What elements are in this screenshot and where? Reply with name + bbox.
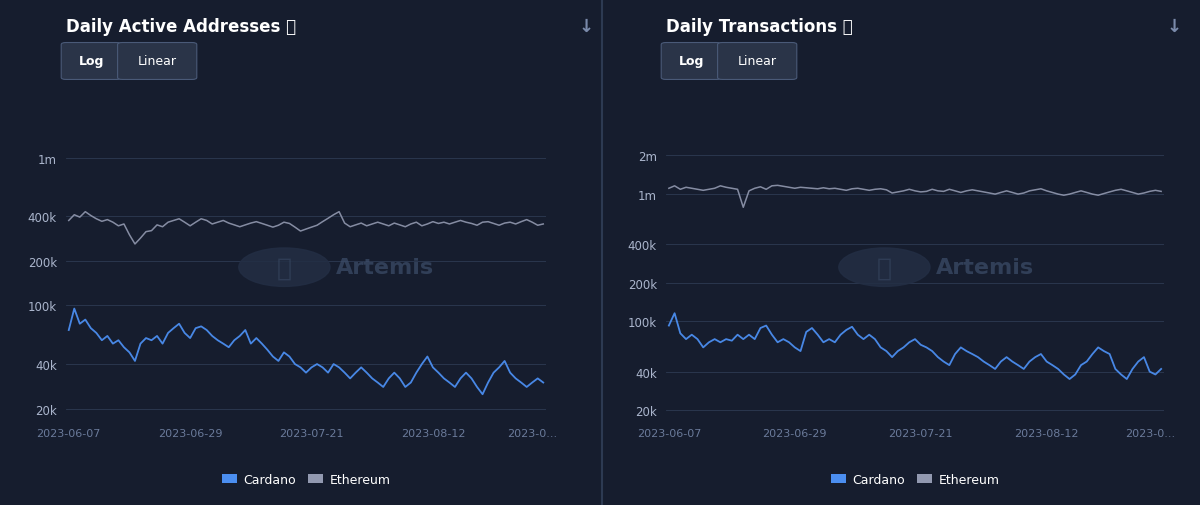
Text: ↓: ↓ (578, 18, 593, 36)
Text: Log: Log (78, 56, 104, 68)
Text: ⓗ: ⓗ (877, 256, 892, 280)
Text: Linear: Linear (138, 56, 176, 68)
Text: Daily Active Addresses ⓘ: Daily Active Addresses ⓘ (66, 18, 296, 36)
Text: Daily Transactions ⓘ: Daily Transactions ⓘ (666, 18, 853, 36)
Text: Artemis: Artemis (936, 258, 1034, 278)
Text: ⓗ: ⓗ (277, 256, 292, 280)
Legend: Cardano, Ethereum: Cardano, Ethereum (826, 468, 1004, 491)
Text: ↓: ↓ (1166, 18, 1181, 36)
Text: Log: Log (678, 56, 704, 68)
Text: Linear: Linear (738, 56, 776, 68)
Legend: Cardano, Ethereum: Cardano, Ethereum (217, 468, 395, 491)
Text: Artemis: Artemis (336, 258, 434, 278)
